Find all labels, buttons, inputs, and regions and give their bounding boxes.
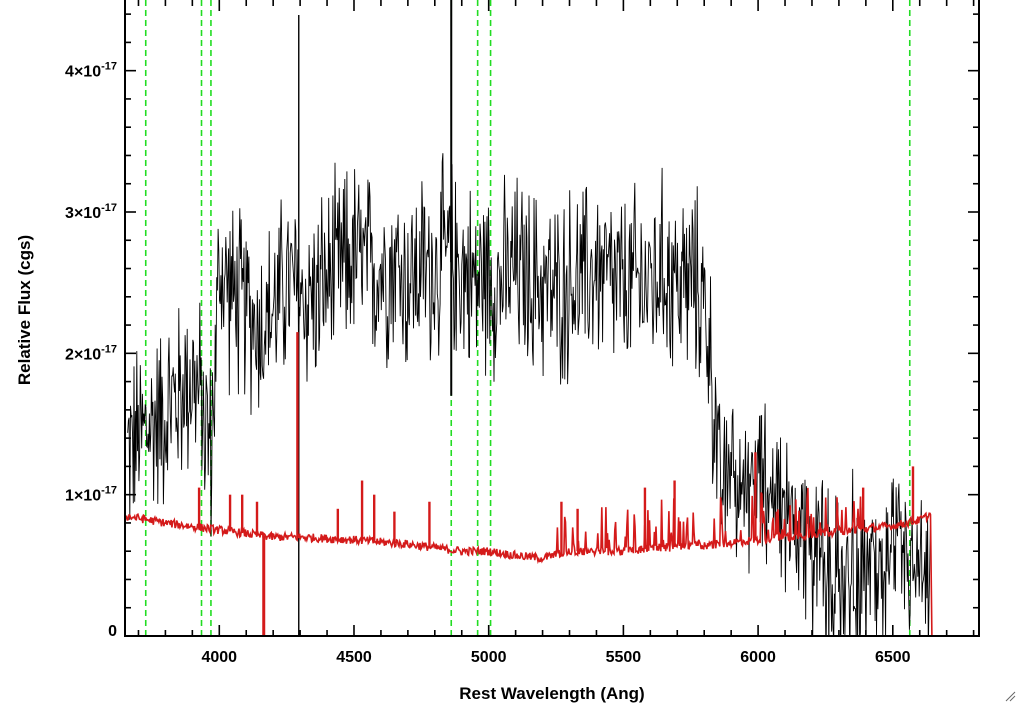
x-tick-label: 5500 <box>606 649 642 666</box>
x-tick-label: 4500 <box>336 649 372 666</box>
x-tick-label: 5000 <box>471 649 507 666</box>
y-tick-label: 3×10-17 <box>65 202 117 222</box>
tick-labels: 4000 4500 5000 5500 6000 6500 0 1×10-17 2×10-17 3… <box>65 61 911 666</box>
y-tick-label: 2×10-17 <box>65 343 117 363</box>
axes <box>124 0 980 637</box>
observed-spectrum-line <box>127 153 931 636</box>
resize-grip-icon[interactable] <box>1004 690 1016 702</box>
x-tick-label: 6500 <box>875 649 911 666</box>
plot-frame <box>124 0 980 637</box>
x-axis-label: Rest Wavelength (Ang) <box>459 684 644 703</box>
y-axis-label: Relative Flux (cgs) <box>15 235 34 385</box>
x-tick-label: 4000 <box>201 649 237 666</box>
y-tick-label: 0 <box>108 623 117 640</box>
series-layer <box>125 0 979 636</box>
tick-marks <box>125 0 979 637</box>
model-spectrum-line <box>125 487 979 636</box>
y-tick-label: 1×10-17 <box>65 485 117 505</box>
x-tick-label: 6000 <box>740 649 776 666</box>
y-tick-label: 4×10-17 <box>65 61 117 81</box>
